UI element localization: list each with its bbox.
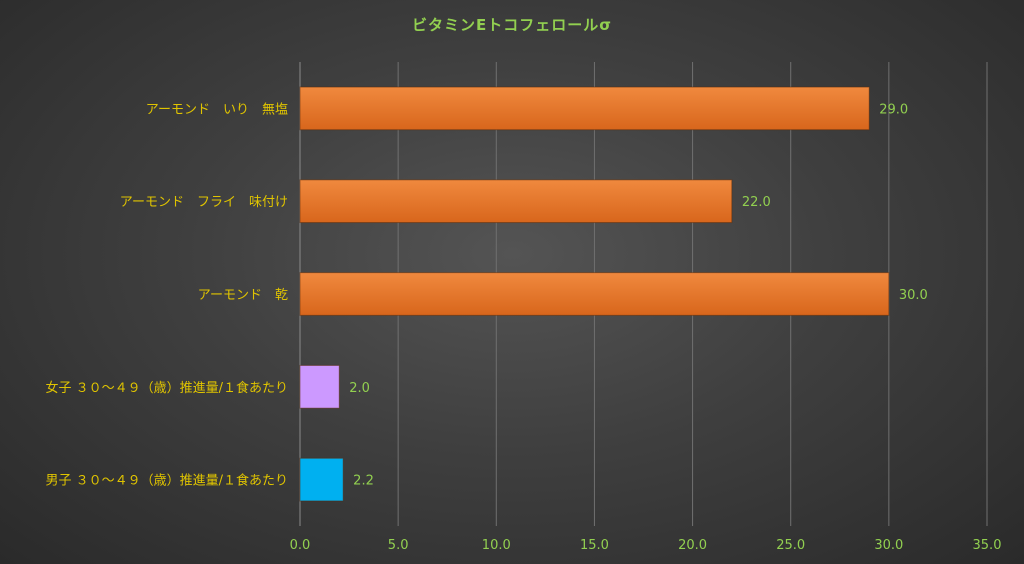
- data-label: 2.2: [353, 474, 374, 489]
- category-label: アーモンド フライ 味付け: [120, 195, 288, 210]
- bars: [299, 86, 890, 502]
- x-tick-label: 35.0: [973, 538, 1002, 553]
- x-tick-label: 25.0: [776, 538, 805, 553]
- x-tick-label: 0.0: [290, 538, 311, 553]
- x-tick-label: 10.0: [482, 538, 511, 553]
- bar: [299, 86, 870, 131]
- labels: 0.0 5.0 10.0 15.0 20.0 25.0 30.0 35.0 アーモンド いり 無…: [45, 102, 1001, 553]
- category-label: 女子 ３０～４９（歳）推進量/１食あたり: [45, 380, 288, 396]
- x-tick-label: 30.0: [874, 538, 903, 553]
- category-label: アーモンド いり 無塩: [146, 102, 288, 117]
- x-tick-label: 5.0: [388, 538, 409, 553]
- bar: [299, 272, 890, 316]
- data-label: 2.0: [349, 381, 370, 396]
- category-label: アーモンド 乾: [198, 288, 288, 303]
- data-label: 30.0: [899, 288, 928, 303]
- bar: [299, 364, 340, 409]
- data-label: 29.0: [879, 102, 908, 117]
- chart-title: ビタミンEトコフェロールσ: [412, 16, 612, 34]
- data-label: 22.0: [742, 195, 771, 210]
- bar: [299, 179, 733, 224]
- x-tick-label: 20.0: [678, 538, 707, 553]
- bar: [299, 457, 344, 502]
- category-label: 男子 ３０～４９（歳）推進量/１食あたり: [45, 473, 288, 489]
- x-tick-label: 15.0: [580, 538, 609, 553]
